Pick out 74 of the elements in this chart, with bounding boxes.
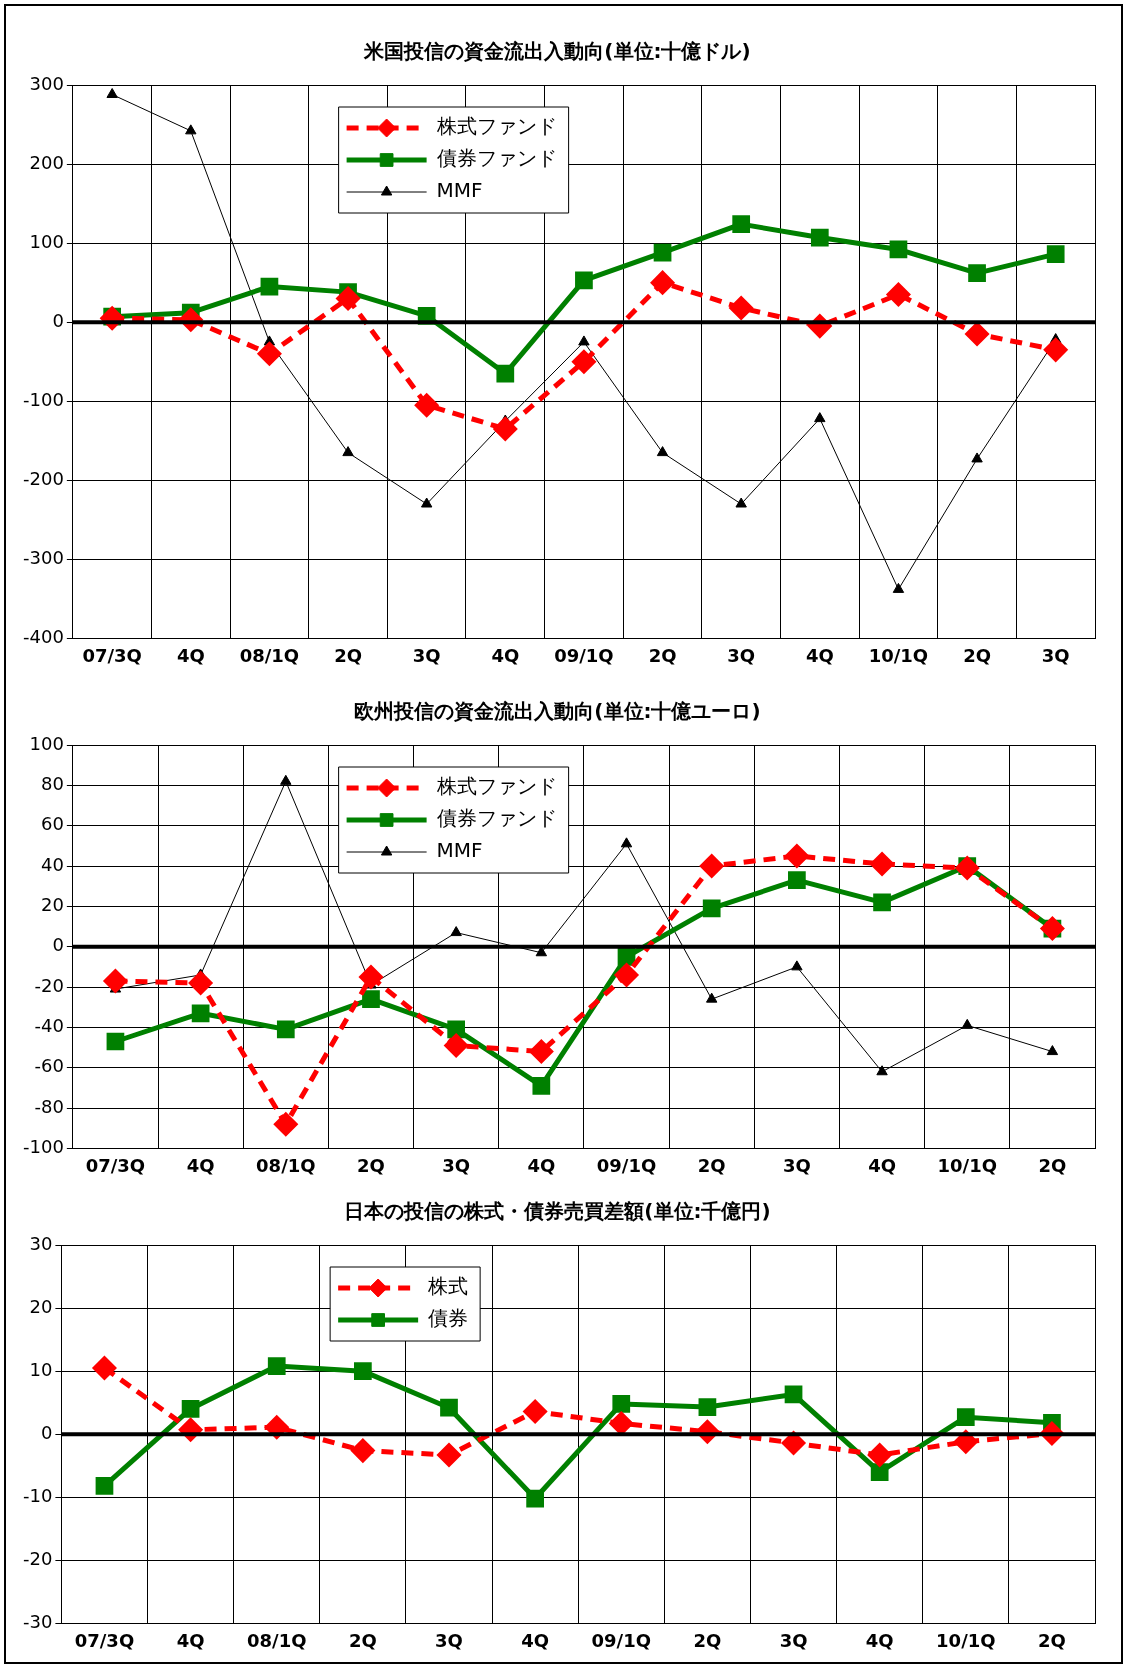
y-tick-label: -100 [22, 1136, 64, 1158]
y-tick-label: 100 [29, 732, 64, 754]
y-tick-label: -400 [22, 626, 64, 648]
y-tick-label: -80 [34, 1095, 64, 1117]
y-tick-label: 300 [29, 72, 64, 94]
legend-label: 株式ファンド [435, 774, 557, 799]
legend-label: 債券ファンド [436, 806, 557, 831]
y-tick-label: -300 [22, 547, 64, 569]
x-tick-label: 4Q [176, 644, 205, 666]
x-tick-label: 2Q [648, 644, 677, 666]
x-tick-label: 07/3Q [85, 1154, 146, 1176]
chart-title: 日本の投信の株式・債券売買差額(単位:千億円) [344, 1199, 771, 1224]
y-tick-label: -100 [22, 388, 64, 410]
x-tick-label: 3Q [1041, 644, 1070, 666]
x-tick-label: 4Q [491, 644, 520, 666]
legend-label: MMF [436, 838, 483, 863]
x-tick-label: 09/1Q [554, 644, 614, 666]
x-tick-label: 3Q [782, 1154, 811, 1176]
legend-label: 株式 [427, 1274, 469, 1299]
x-tick-label: 2Q [697, 1154, 726, 1176]
x-tick-label: 4Q [521, 1629, 550, 1651]
x-tick-label: 09/1Q [591, 1629, 651, 1651]
legend-label: 債券ファンド [436, 146, 557, 171]
x-tick-label: 08/1Q [247, 1629, 307, 1651]
x-tick-label: 2Q [963, 644, 991, 666]
x-tick-label: 2Q [1038, 1629, 1066, 1651]
y-tick-label: 30 [29, 1232, 53, 1254]
y-tick-label: 40 [40, 853, 64, 875]
y-tick-label: 20 [29, 1295, 53, 1317]
x-tick-label: 3Q [727, 644, 756, 666]
x-tick-label: 4Q [176, 1629, 205, 1651]
legend-label: 債券 [428, 1306, 469, 1331]
x-tick-label: 10/1Q [937, 1154, 997, 1176]
y-tick-label: -40 [34, 1015, 64, 1037]
x-tick-label: 2Q [693, 1629, 722, 1651]
y-tick-label: 200 [29, 151, 64, 173]
x-tick-label: 3Q [412, 644, 441, 666]
chart-title: 米国投信の資金流出入動向(単位:十億ドル) [363, 39, 751, 64]
x-tick-label: 3Q [442, 1154, 471, 1176]
y-tick-label: -200 [22, 467, 64, 489]
x-tick-label: 4Q [865, 1629, 894, 1651]
x-tick-label: 07/3Q [82, 644, 142, 666]
x-tick-label: 10/1Q [868, 644, 929, 666]
y-tick-label: -60 [34, 1055, 64, 1077]
y-tick-label: 0 [52, 309, 64, 331]
x-tick-label: 08/1Q [256, 1154, 316, 1176]
x-tick-label: 07/3Q [74, 1629, 135, 1651]
chart-title: 欧州投信の資金流出入動向(単位:十億ユーロ) [354, 699, 761, 724]
y-tick-label: 0 [52, 934, 64, 956]
x-tick-label: 3Q [435, 1629, 463, 1651]
x-tick-label: 2Q [348, 1629, 377, 1651]
y-tick-label: -10 [22, 1484, 53, 1506]
x-tick-label: 2Q [1038, 1154, 1067, 1176]
x-tick-label: 08/1Q [239, 644, 300, 666]
y-tick-label: 80 [40, 773, 64, 795]
x-tick-label: 4Q [527, 1154, 556, 1176]
legend-label: MMF [436, 178, 483, 203]
y-tick-label: -30 [22, 1611, 53, 1633]
y-tick-label: 100 [29, 230, 64, 252]
y-tick-label: 60 [40, 813, 64, 835]
x-tick-label: 2Q [334, 644, 362, 666]
y-tick-label: -20 [22, 1548, 53, 1570]
x-tick-label: 4Q [868, 1154, 896, 1176]
y-tick-label: -20 [34, 974, 64, 996]
legend-label: 株式ファンド [435, 114, 557, 139]
y-tick-label: 0 [40, 1421, 53, 1443]
x-tick-label: 4Q [805, 644, 834, 666]
y-tick-label: 10 [29, 1358, 53, 1380]
y-tick-label: 20 [40, 894, 64, 916]
x-tick-label: 4Q [186, 1154, 215, 1176]
x-tick-label: 10/1Q [936, 1629, 996, 1651]
x-tick-label: 2Q [357, 1154, 385, 1176]
x-tick-label: 3Q [779, 1629, 808, 1651]
x-tick-label: 09/1Q [596, 1154, 657, 1176]
